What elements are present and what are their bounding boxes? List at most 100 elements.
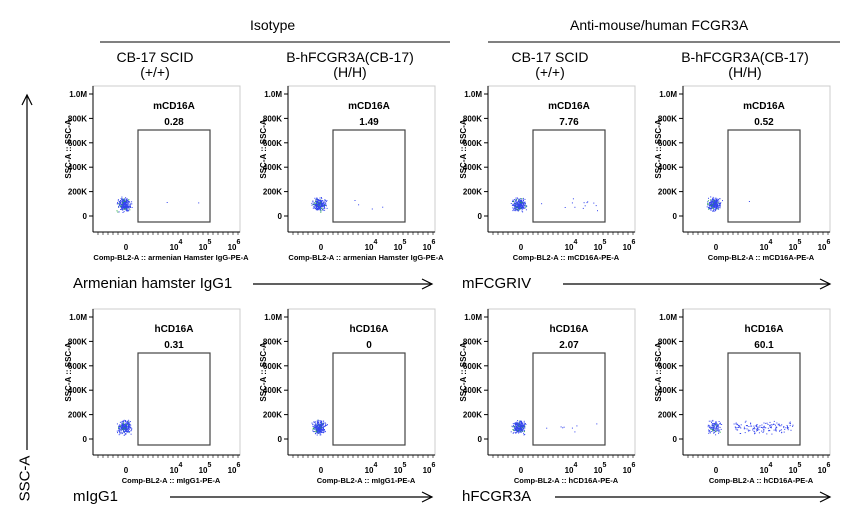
event-dot [515, 203, 517, 205]
event-dot [320, 420, 322, 422]
event-dot [712, 200, 714, 202]
event-dot [128, 426, 130, 428]
event-dot [324, 430, 326, 432]
event-dot [512, 426, 514, 428]
event-dot [712, 430, 714, 432]
column-header-line2: (H/H) [728, 64, 762, 80]
event-dot [712, 198, 714, 199]
event-dot [521, 204, 522, 206]
event-dot [714, 427, 716, 429]
gate-rectangle [727, 352, 801, 446]
y-tick-label: 0 [673, 435, 678, 444]
event-dot [717, 426, 719, 428]
event-dot [123, 200, 125, 202]
event-dot [124, 201, 126, 203]
event-dot [127, 204, 129, 205]
event-dot [520, 422, 522, 424]
event-dot [127, 421, 129, 423]
x-tick-label: 104 [170, 239, 183, 252]
event-dot [128, 428, 130, 430]
event-dot [518, 208, 520, 210]
event-dot [122, 420, 124, 422]
x-tick-label: 0 [319, 466, 324, 475]
event-dot [125, 429, 127, 431]
event-dot [312, 430, 314, 432]
gate-name: mCD16A [548, 101, 590, 112]
event-dot [320, 434, 322, 436]
event-dot [718, 432, 720, 434]
event-dot [119, 421, 121, 423]
event-dot [571, 427, 573, 429]
event-dot [320, 424, 322, 426]
event-dot [127, 206, 129, 208]
gate-rectangle [137, 352, 211, 446]
event-dot [763, 430, 765, 432]
event-dot [713, 199, 715, 201]
event-dot [717, 201, 719, 203]
x-tick-label: 0 [319, 243, 324, 252]
event-dot [315, 203, 317, 205]
event-dot [523, 422, 525, 424]
column-header-line1: B-hFCGR3A(CB-17) [681, 49, 809, 65]
x-axis-title: Comp-BL2-A :: mCD16A-PE-A [708, 253, 815, 262]
event-dot [745, 420, 747, 422]
event-dot [316, 197, 318, 199]
event-dot [125, 423, 127, 425]
event-dot [520, 428, 522, 430]
event-dot [712, 199, 714, 201]
event-dot [515, 428, 517, 430]
event-dot [519, 206, 521, 208]
event-dot [748, 430, 750, 432]
event-dot [735, 423, 737, 425]
event-dot [122, 209, 124, 211]
event-dot [128, 207, 130, 209]
event-dot [783, 426, 785, 427]
event-dot [775, 427, 777, 429]
event-dot [708, 206, 710, 208]
event-dot [715, 210, 717, 211]
event-dot [315, 204, 317, 206]
event-dot [518, 431, 519, 433]
event-dot [119, 428, 121, 430]
group-header-anti: Anti-mouse/human FCGR3A [570, 17, 749, 33]
event-dot [123, 200, 125, 202]
event-dot [744, 421, 746, 423]
event-dot [717, 198, 719, 200]
event-dot [713, 432, 715, 434]
event-dot [514, 427, 515, 429]
event-dot [719, 423, 721, 425]
event-dot [708, 430, 710, 432]
event-dot [125, 201, 127, 203]
event-dot [756, 426, 758, 428]
event-dot [522, 202, 524, 204]
event-dot [715, 197, 717, 199]
event-dot [311, 422, 313, 424]
event-dot [324, 422, 326, 424]
event-dot [116, 430, 118, 432]
event-dot [119, 430, 121, 432]
event-dot [517, 204, 519, 206]
event-dot [712, 427, 714, 429]
event-dot [516, 429, 518, 431]
event-dot [709, 432, 711, 434]
event-dot [523, 432, 525, 434]
event-dot [754, 433, 755, 435]
event-dot [519, 204, 521, 205]
event-dot [516, 422, 518, 424]
event-dot [513, 424, 514, 426]
row-label-hfcgr3a: hFCGR3A [462, 488, 532, 505]
event-dot [515, 422, 517, 424]
event-dot [740, 424, 742, 426]
event-dot [516, 423, 518, 425]
column-header-line1: CB-17 SCID [511, 49, 589, 65]
event-dot [129, 426, 131, 428]
event-dot [318, 199, 320, 201]
event-dot [314, 421, 316, 423]
event-dot [320, 201, 322, 203]
event-dot [747, 429, 749, 431]
event-dot [127, 424, 129, 426]
event-dot [721, 424, 723, 425]
event-dot [788, 427, 789, 429]
event-dot [520, 424, 522, 426]
